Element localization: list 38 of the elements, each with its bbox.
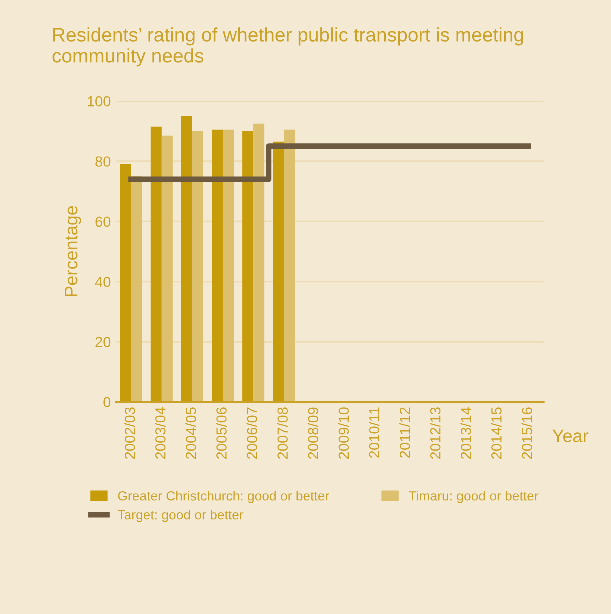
bar bbox=[192, 131, 204, 402]
bar bbox=[254, 124, 265, 402]
x-tick-label: 2013/14 bbox=[460, 407, 472, 460]
legend-label: Greater Christchurch: good or better bbox=[118, 491, 330, 504]
x-tick-label: 2008/09 bbox=[308, 408, 319, 460]
bar bbox=[131, 176, 142, 402]
x-tick-label: 2004/05 bbox=[186, 408, 196, 460]
x-tick-label: 2006/07 bbox=[246, 408, 258, 460]
x-tick-label: 2003/04 bbox=[155, 407, 166, 460]
bar bbox=[242, 131, 254, 402]
bar bbox=[162, 136, 173, 402]
x-tick-label: 2007/08 bbox=[277, 408, 288, 460]
x-tick-label: 2012/13 bbox=[430, 408, 441, 460]
x-tick-label: 2015/16 bbox=[522, 408, 532, 460]
bar bbox=[284, 130, 296, 402]
bar bbox=[223, 130, 234, 402]
bar bbox=[181, 116, 192, 402]
y-tick-label: 60 bbox=[96, 216, 111, 228]
bar bbox=[212, 130, 224, 402]
x-tick-label: 2002/03 bbox=[124, 408, 136, 460]
y-tick-label: 20 bbox=[96, 337, 111, 348]
x-axis-title: Year bbox=[552, 430, 589, 443]
x-tick-label: 2014/15 bbox=[491, 408, 502, 460]
x-tick-label: 2009/10 bbox=[338, 408, 350, 460]
y-tick-label: 0 bbox=[104, 397, 111, 408]
x-tick-label: 2011/12 bbox=[400, 408, 410, 458]
legend-label: Target: good or better bbox=[118, 510, 244, 522]
bar bbox=[273, 142, 284, 402]
legend-label: Timaru: good or better bbox=[409, 491, 539, 504]
bar bbox=[150, 126, 162, 402]
y-tick-label: 40 bbox=[95, 276, 111, 288]
y-tick-label: 80 bbox=[96, 156, 111, 167]
x-tick-label: 2010/11 bbox=[368, 408, 380, 458]
chart-title: Residents’ rating of whether public transport is meeting community needs bbox=[52, 28, 524, 67]
x-tick-label: 2005/06 bbox=[216, 408, 227, 460]
y-axis-title: Percentage bbox=[65, 206, 82, 296]
bar bbox=[120, 164, 132, 402]
y-tick-label: 100 bbox=[88, 96, 111, 107]
